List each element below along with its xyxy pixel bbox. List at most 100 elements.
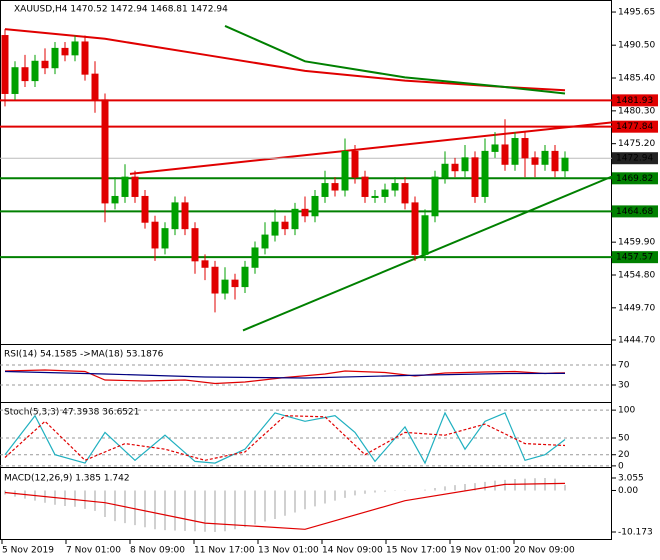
candle-body [191, 228, 199, 262]
y-tick-label: 3.055 [618, 474, 644, 484]
y-tick-label: 50 [618, 434, 630, 444]
x-tick-label: 19 Nov 01:00 [450, 546, 511, 556]
candle-body [251, 247, 259, 268]
line [129, 121, 613, 175]
x-tick-label: 15 Nov 17:00 [386, 546, 447, 556]
candle-body [161, 228, 169, 249]
level-label: 1457.57 [616, 253, 653, 263]
candle-body [401, 183, 409, 204]
level-label: 1477.84 [616, 122, 653, 132]
candle-body [141, 195, 149, 223]
y-tick-label: 20 [618, 450, 630, 460]
level-tag [612, 251, 658, 264]
y-tick-label: 0.00 [618, 486, 638, 496]
line [4, 370, 566, 379]
candle-body [231, 279, 239, 288]
y-tick-label: 100 [618, 406, 635, 416]
candle-body [351, 150, 359, 178]
line [4, 369, 566, 385]
candle-body [311, 195, 319, 217]
candle-body [361, 176, 369, 197]
candle-body [451, 163, 459, 172]
candle-body [511, 138, 519, 165]
candle-body [521, 138, 529, 159]
chart-title: XAUUSD,H4 1470.52 1472.94 1468.81 1472.9… [14, 5, 228, 15]
candle-body [131, 176, 139, 197]
level-tag [612, 94, 658, 107]
candle-body [151, 221, 159, 249]
candle-body [71, 41, 79, 56]
candle-body [381, 189, 389, 197]
candle-body [1, 35, 9, 94]
x-tick-label: 8 Nov 09:00 [130, 546, 185, 556]
y-tick-label: 1449.70 [618, 303, 655, 313]
y-tick-label: 1475.20 [618, 139, 655, 149]
level-label: 1469.82 [616, 174, 653, 184]
candle-body [341, 150, 349, 191]
y-tick-label: -10.173 [618, 528, 653, 538]
candle-body [91, 73, 99, 101]
candle-body [391, 183, 399, 191]
candle-body [321, 183, 329, 197]
candle-body [261, 234, 269, 249]
y-tick-label: 1490.50 [618, 41, 655, 51]
y-tick-label: 1454.80 [618, 270, 655, 280]
y-tick-label: 0 [618, 461, 624, 471]
candle-body [551, 150, 559, 172]
pane-title: RSI(14) 54.1585 ->MA(18) 53.1876 [4, 350, 164, 360]
candle-body [461, 157, 469, 172]
level-label: 1481.93 [616, 96, 653, 106]
level-label: 1464.68 [616, 207, 653, 217]
candle-body [471, 157, 479, 197]
candle-body [181, 202, 189, 230]
line [4, 411, 566, 465]
candle-body [531, 157, 539, 165]
x-tick-label: 20 Nov 09:00 [514, 546, 575, 556]
price-tag [612, 152, 658, 165]
y-tick-label: 1480.30 [618, 106, 655, 116]
x-tick-label: 13 Nov 01:00 [258, 546, 319, 556]
candle-body [441, 163, 449, 178]
candle-body [271, 221, 279, 236]
candle-body [21, 67, 29, 82]
x-tick-label: 5 Nov 2019 [2, 546, 54, 556]
level-tag [612, 120, 658, 133]
candle-body [11, 67, 19, 94]
candle-body [431, 176, 439, 217]
candle-body [281, 221, 289, 230]
candle-body [41, 60, 49, 69]
y-tick-label: 30 [618, 381, 630, 391]
candle-body [501, 144, 509, 165]
line [4, 482, 566, 530]
candle-body [121, 176, 129, 197]
x-tick-label: 11 Nov 17:00 [194, 546, 255, 556]
x-tick-label: 14 Nov 09:00 [322, 546, 383, 556]
y-tick-label: 1459.90 [618, 238, 655, 248]
candle-body [101, 99, 109, 204]
candle-body [301, 208, 309, 217]
candle-body [211, 266, 219, 294]
candle-body [111, 195, 119, 204]
y-tick-label: 1485.40 [618, 74, 655, 84]
candle-body [491, 144, 499, 152]
candle-body [81, 41, 89, 75]
candle-body [411, 202, 419, 255]
pane-title: MACD(12,26,9) 1.385 1.742 [4, 474, 130, 484]
candle-body [61, 47, 69, 56]
candle-body [241, 266, 249, 288]
candle-body [541, 150, 549, 165]
candle-body [291, 208, 299, 230]
y-tick-label: 70 [618, 361, 630, 371]
current-price-label: 1472.94 [616, 154, 653, 164]
candle-body [481, 150, 489, 197]
level-tag [612, 205, 658, 218]
candle-body [421, 215, 429, 255]
level-tag [612, 172, 658, 185]
pane-title: Stoch(5,3,3) 47.3938 36.6521 [4, 408, 139, 418]
candle-body [201, 260, 209, 268]
frame [0, 0, 612, 540]
x-tick-label: 7 Nov 01:00 [66, 546, 121, 556]
y-tick-label: 1444.70 [618, 336, 655, 346]
